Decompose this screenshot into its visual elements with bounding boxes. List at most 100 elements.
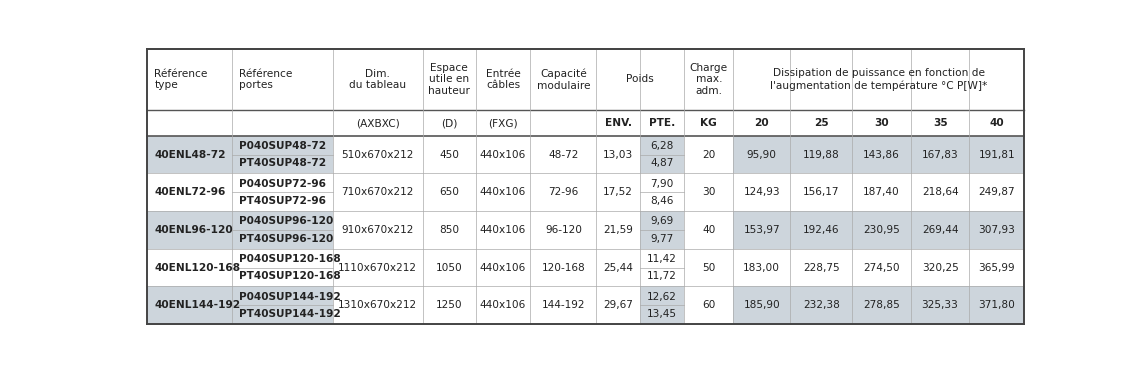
- Text: 371,80: 371,80: [978, 300, 1015, 310]
- Text: 307,93: 307,93: [978, 225, 1015, 235]
- Text: 167,83: 167,83: [921, 149, 959, 159]
- Text: 510x670x212: 510x670x212: [342, 149, 414, 159]
- Bar: [147, 286, 1024, 324]
- Bar: [232, 136, 333, 173]
- Text: P040SUP144-192: P040SUP144-192: [239, 292, 341, 301]
- Bar: [911, 286, 969, 324]
- Text: 48-72: 48-72: [549, 149, 578, 159]
- Bar: [790, 136, 853, 173]
- Bar: [734, 286, 790, 324]
- Bar: [147, 249, 1024, 286]
- Bar: [911, 211, 969, 249]
- Text: KG: KG: [701, 118, 717, 128]
- Bar: [969, 211, 1024, 249]
- Bar: [147, 286, 232, 324]
- Text: 192,46: 192,46: [804, 225, 839, 235]
- Text: 910x670x212: 910x670x212: [342, 225, 414, 235]
- Text: 30: 30: [702, 187, 716, 197]
- Text: 1250: 1250: [435, 300, 463, 310]
- Bar: [147, 173, 1024, 211]
- Text: 153,97: 153,97: [743, 225, 781, 235]
- Text: P040SUP96-120: P040SUP96-120: [239, 216, 334, 226]
- Text: 440x106: 440x106: [480, 263, 526, 273]
- Bar: [734, 211, 790, 249]
- Text: 710x670x212: 710x670x212: [342, 187, 414, 197]
- Text: Espace
utile en
hauteur: Espace utile en hauteur: [429, 63, 470, 96]
- Text: 20: 20: [754, 118, 769, 128]
- Text: 230,95: 230,95: [863, 225, 900, 235]
- Text: 269,44: 269,44: [922, 225, 958, 235]
- Text: 13,03: 13,03: [604, 149, 633, 159]
- Text: 13,45: 13,45: [647, 309, 677, 319]
- Bar: [147, 136, 232, 173]
- Text: 40ENL144-192: 40ENL144-192: [154, 300, 240, 310]
- Text: (D): (D): [441, 118, 457, 128]
- Text: 365,99: 365,99: [978, 263, 1015, 273]
- Text: 191,81: 191,81: [978, 149, 1015, 159]
- Bar: [147, 211, 1024, 249]
- Text: 249,87: 249,87: [978, 187, 1015, 197]
- Text: Référence
portes: Référence portes: [239, 69, 293, 90]
- Text: 96-120: 96-120: [545, 225, 582, 235]
- Text: 8,46: 8,46: [650, 196, 674, 206]
- Text: 183,00: 183,00: [743, 263, 781, 273]
- Text: 20: 20: [702, 149, 716, 159]
- Text: 95,90: 95,90: [746, 149, 777, 159]
- Text: PTE.: PTE.: [649, 118, 676, 128]
- Text: P040SUP120-168: P040SUP120-168: [239, 254, 341, 264]
- Bar: [640, 286, 685, 324]
- Text: P040SUP48-72: P040SUP48-72: [239, 141, 327, 151]
- Text: 40: 40: [990, 118, 1005, 128]
- Bar: [790, 286, 853, 324]
- Text: 1310x670x212: 1310x670x212: [338, 300, 417, 310]
- Bar: [640, 211, 685, 249]
- Text: 1050: 1050: [435, 263, 463, 273]
- Text: Charge
max.
adm.: Charge max. adm.: [689, 63, 728, 96]
- Text: 12,62: 12,62: [647, 292, 677, 301]
- Text: 40: 40: [702, 225, 716, 235]
- Text: PT40SUP144-192: PT40SUP144-192: [239, 309, 341, 319]
- Text: (FXG): (FXG): [488, 118, 518, 128]
- Bar: [853, 286, 911, 324]
- Text: (AXBXC): (AXBXC): [355, 118, 400, 128]
- Text: 218,64: 218,64: [921, 187, 959, 197]
- Text: 35: 35: [933, 118, 948, 128]
- Text: PT40SUP96-120: PT40SUP96-120: [239, 234, 334, 244]
- Text: 7,90: 7,90: [650, 179, 674, 189]
- Text: 25: 25: [814, 118, 829, 128]
- Text: 40ENL96-120: 40ENL96-120: [154, 225, 233, 235]
- Text: 40ENL48-72: 40ENL48-72: [154, 149, 226, 159]
- Bar: [969, 136, 1024, 173]
- Bar: [640, 136, 685, 173]
- Text: 11,72: 11,72: [647, 271, 677, 281]
- Text: 9,77: 9,77: [650, 234, 673, 244]
- Text: 440x106: 440x106: [480, 149, 526, 159]
- Bar: [147, 136, 1024, 173]
- Text: 156,17: 156,17: [804, 187, 839, 197]
- Text: 6,28: 6,28: [650, 141, 674, 151]
- Text: 21,59: 21,59: [604, 225, 633, 235]
- Text: Poids: Poids: [626, 75, 654, 85]
- Text: 50: 50: [702, 263, 716, 273]
- Text: Dim.
du tableau: Dim. du tableau: [349, 69, 406, 90]
- Text: Entrée
câbles: Entrée câbles: [486, 69, 520, 90]
- Text: 143,86: 143,86: [863, 149, 900, 159]
- Text: Capacité
modulaire: Capacité modulaire: [536, 68, 590, 90]
- Bar: [232, 211, 333, 249]
- Text: 232,38: 232,38: [802, 300, 840, 310]
- Text: 228,75: 228,75: [802, 263, 840, 273]
- Bar: [147, 49, 1024, 110]
- Text: 187,40: 187,40: [863, 187, 900, 197]
- Text: 29,67: 29,67: [604, 300, 633, 310]
- Bar: [147, 211, 232, 249]
- Text: 11,42: 11,42: [647, 254, 677, 264]
- Text: 124,93: 124,93: [743, 187, 781, 197]
- Text: 60: 60: [702, 300, 716, 310]
- Text: ENV.: ENV.: [605, 118, 632, 128]
- Text: 17,52: 17,52: [604, 187, 633, 197]
- Text: 278,85: 278,85: [863, 300, 900, 310]
- Text: 440x106: 440x106: [480, 300, 526, 310]
- Text: PT40SUP48-72: PT40SUP48-72: [239, 158, 327, 168]
- Bar: [969, 286, 1024, 324]
- Bar: [232, 286, 333, 324]
